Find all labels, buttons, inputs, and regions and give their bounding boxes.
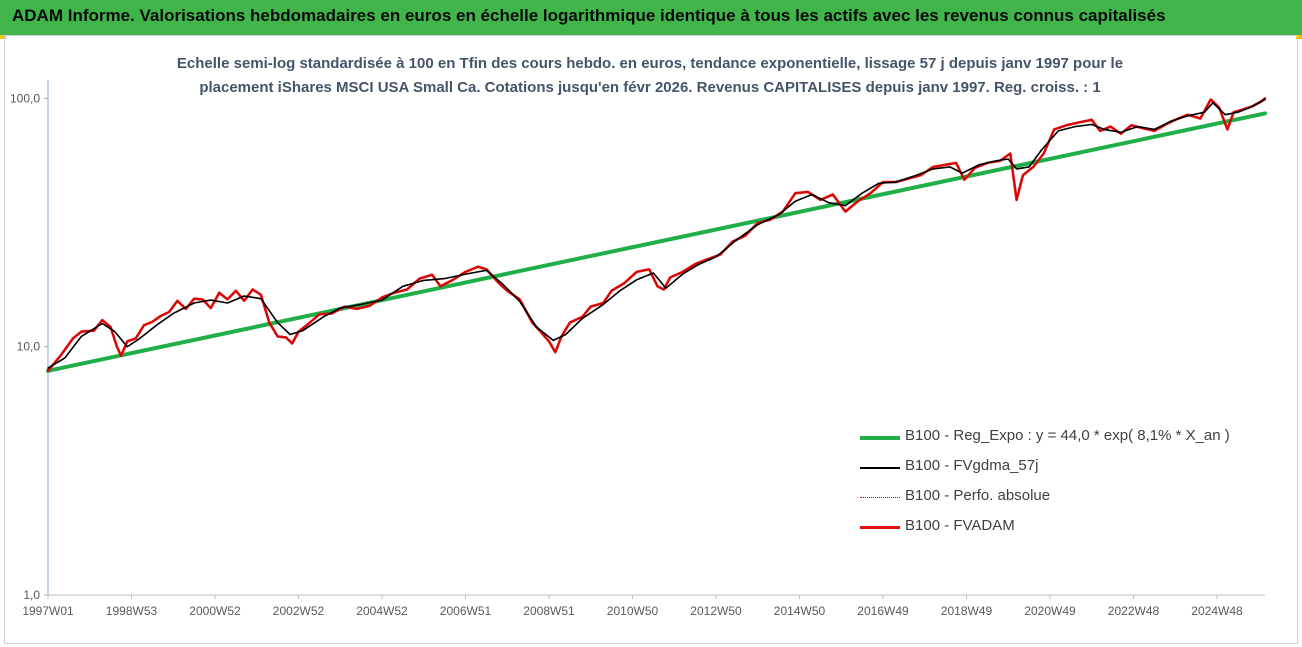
x-tick-label: 2006W51 (440, 604, 492, 618)
series-line-perfo (47, 97, 1266, 372)
x-tick-label: 2010W50 (607, 604, 659, 618)
series-line-trend (46, 111, 1267, 373)
legend-swatch-fvadam (860, 526, 900, 529)
series-line-fvadam (46, 97, 1267, 373)
x-tick-label: 2022W48 (1108, 604, 1160, 618)
x-tick-label: 2012W50 (690, 604, 742, 618)
banner-corner-right (1296, 35, 1302, 39)
legend-swatch-smooth (860, 467, 900, 469)
x-tick-label: 2002W52 (273, 604, 325, 618)
x-tick-label: 2004W52 (356, 604, 408, 618)
chart-title-line-1: Echelle semi-log standardisée à 100 en T… (176, 55, 1124, 72)
y-tick-label: 10,0 (17, 340, 41, 354)
report-title-banner: ADAM Informe. Valorisations hebdomadaire… (0, 0, 1302, 35)
x-tick-label: 1997W01 (22, 604, 74, 618)
legend-label-perfo: B100 - Perfo. absolue (905, 487, 1051, 504)
legend-swatch-perfo (860, 497, 900, 498)
x-tick-label: 2000W52 (189, 604, 241, 618)
banner-corner-left (0, 35, 6, 39)
x-tick-label: 1998W53 (106, 604, 158, 618)
x-tick-label: 2016W49 (857, 604, 909, 618)
x-tick-label: 2014W50 (774, 604, 826, 618)
series-line-smooth (47, 98, 1266, 369)
x-tick-label: 2018W49 (941, 604, 993, 618)
x-tick-label: 2020W49 (1024, 604, 1076, 618)
x-tick-label: 2024W48 (1191, 604, 1243, 618)
legend-label-fvadam: B100 - FVADAM (905, 517, 1015, 534)
legend-label-smooth: B100 - FVgdma_57j (905, 457, 1039, 474)
legend-swatch-trend (860, 436, 900, 440)
x-tick-label: 2008W51 (523, 604, 575, 618)
legend-label-trend: B100 - Reg_Expo : y = 44,0 * exp( 8,1% *… (905, 427, 1230, 444)
report-title: ADAM Informe. Valorisations hebdomadaire… (12, 6, 1166, 25)
chart-title-line-2: placement iShares MSCI USA Small Ca. Cot… (199, 79, 1101, 96)
y-tick-label: 100,0 (10, 91, 40, 105)
y-tick-label: 1,0 (23, 588, 40, 602)
